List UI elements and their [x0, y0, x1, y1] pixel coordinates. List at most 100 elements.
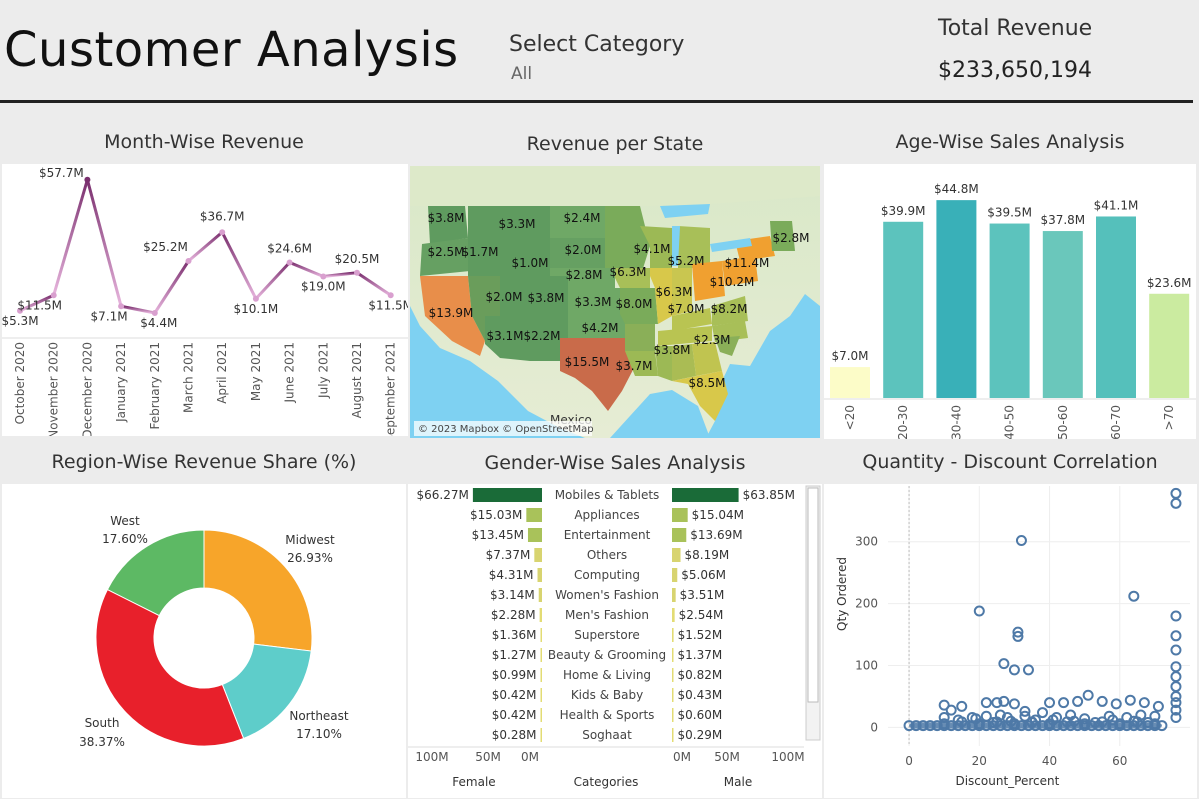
state-revenue-map[interactable]: Mexico © 2023 Mapbox © OpenStreetMap $3.… — [410, 166, 820, 438]
female-bar[interactable] — [534, 548, 542, 562]
scatter-point[interactable] — [1026, 716, 1038, 728]
state-south-carolina[interactable] — [715, 336, 740, 356]
age-bar[interactable] — [1042, 231, 1083, 398]
male-bar[interactable] — [672, 628, 674, 642]
female-bar[interactable] — [526, 508, 542, 522]
scatter-point[interactable] — [1170, 671, 1182, 683]
female-bar[interactable] — [540, 648, 543, 662]
state-montana[interactable] — [482, 204, 550, 244]
month-data-point[interactable] — [252, 295, 259, 302]
scatter-point[interactable] — [1079, 718, 1091, 730]
male-bar[interactable] — [672, 528, 687, 542]
age-bar[interactable] — [989, 223, 1030, 398]
month-data-point[interactable] — [286, 259, 293, 266]
state-alabama[interactable] — [672, 344, 696, 381]
month-data-point[interactable] — [387, 292, 394, 299]
state-oregon[interactable] — [420, 238, 470, 276]
gender-sales-chart[interactable]: $66.27M $63.85M Mobiles & Tablets $15.03M $1… — [408, 484, 822, 798]
state-iowa[interactable] — [615, 268, 650, 288]
quantity-discount-scatter[interactable]: 0 100 200 300 0 20 40 60 Discount_Percent Qty Ord… — [824, 484, 1197, 798]
scatter-point[interactable] — [910, 720, 922, 732]
scatter-point[interactable] — [1061, 716, 1073, 728]
month-data-point[interactable] — [118, 303, 125, 310]
scatter-point[interactable] — [1170, 712, 1182, 724]
state-kansas[interactable] — [568, 288, 620, 314]
region-slice-midwest[interactable] — [203, 529, 313, 652]
scatter-point[interactable] — [931, 720, 943, 732]
scatter-point[interactable] — [1058, 697, 1070, 709]
scatter-point[interactable] — [924, 720, 936, 732]
state-louisiana[interactable] — [625, 351, 658, 376]
state-south-dakota[interactable] — [550, 238, 605, 268]
female-bar[interactable] — [540, 688, 543, 702]
region-share-donut[interactable]: Midwest 26.93% Northeast 17.10% South 38.37% W… — [2, 484, 406, 798]
state-new-mexico[interactable] — [530, 311, 568, 361]
female-bar[interactable] — [540, 708, 543, 722]
state-north-dakota[interactable] — [550, 206, 605, 238]
scatter-point[interactable] — [966, 720, 978, 732]
state-washington[interactable] — [428, 206, 468, 244]
scatter-point[interactable] — [1082, 689, 1094, 701]
female-bar[interactable] — [540, 668, 543, 682]
scatter-point[interactable] — [1096, 716, 1108, 728]
scatter-point[interactable] — [1170, 704, 1182, 716]
scatter-point[interactable] — [1096, 695, 1108, 707]
scatter-point[interactable] — [917, 720, 929, 732]
age-sales-chart[interactable]: $7.0M <20 $39.9M 20-30 $44.8M 30-40 $39.5M 40-5… — [824, 164, 1196, 439]
scatter-point[interactable] — [1001, 720, 1013, 732]
scatter-point[interactable] — [1072, 695, 1084, 707]
scatter-point[interactable] — [973, 605, 985, 617]
state-texas[interactable] — [560, 338, 635, 411]
female-bar[interactable] — [540, 628, 543, 642]
state-oklahoma[interactable] — [568, 314, 625, 338]
scatter-point[interactable] — [938, 718, 950, 730]
scatter-point[interactable] — [1121, 720, 1133, 732]
male-bar[interactable] — [672, 708, 674, 722]
state-new-england[interactable] — [770, 221, 795, 251]
male-bar[interactable] — [672, 608, 675, 622]
scatter-point[interactable] — [1008, 718, 1020, 730]
scatter-point[interactable] — [1170, 661, 1182, 673]
scatter-point[interactable] — [980, 697, 992, 709]
male-bar[interactable] — [672, 648, 674, 662]
age-bar[interactable] — [1096, 216, 1136, 398]
scatter-point[interactable] — [1156, 720, 1168, 732]
scatter-point[interactable] — [1142, 720, 1154, 732]
scatter-point[interactable] — [1170, 681, 1182, 693]
scatter-point[interactable] — [1022, 664, 1034, 676]
state-arkansas[interactable] — [625, 324, 655, 351]
age-bar[interactable] — [936, 200, 977, 398]
female-bar[interactable] — [537, 568, 542, 582]
scatter-point[interactable] — [1128, 590, 1140, 602]
scatter-point[interactable] — [1079, 713, 1091, 725]
state-wyoming[interactable] — [482, 244, 550, 276]
scatter-point[interactable] — [1008, 664, 1020, 676]
male-bar[interactable] — [672, 728, 674, 742]
female-bar[interactable] — [472, 488, 542, 502]
scatter-point[interactable] — [1012, 630, 1024, 642]
month-data-point[interactable] — [17, 307, 23, 314]
scatter-point[interactable] — [1170, 697, 1182, 709]
scatter-point[interactable] — [1131, 716, 1143, 728]
state-california[interactable] — [420, 276, 485, 356]
scatter-point[interactable] — [1008, 698, 1020, 710]
state-utah[interactable] — [500, 276, 530, 316]
scatter-point[interactable] — [1110, 698, 1122, 710]
scatter-point[interactable] — [1170, 610, 1182, 622]
state-missouri[interactable] — [620, 288, 658, 324]
scatter-point[interactable] — [956, 700, 968, 712]
male-bar[interactable] — [672, 488, 739, 502]
state-virginia[interactable] — [712, 296, 748, 326]
state-ohio[interactable] — [692, 261, 725, 301]
scatter-point[interactable] — [1015, 720, 1027, 732]
scatter-point[interactable] — [1170, 644, 1182, 656]
scatter-point[interactable] — [1015, 534, 1027, 546]
scatter-point[interactable] — [1124, 694, 1136, 706]
month-data-point[interactable] — [50, 292, 57, 299]
male-bar[interactable] — [672, 668, 674, 682]
male-bar[interactable] — [672, 508, 688, 522]
female-bar[interactable] — [539, 608, 542, 622]
state-wisconsin[interactable] — [640, 226, 672, 268]
scatter-point[interactable] — [1044, 697, 1056, 709]
male-bar[interactable] — [672, 568, 678, 582]
